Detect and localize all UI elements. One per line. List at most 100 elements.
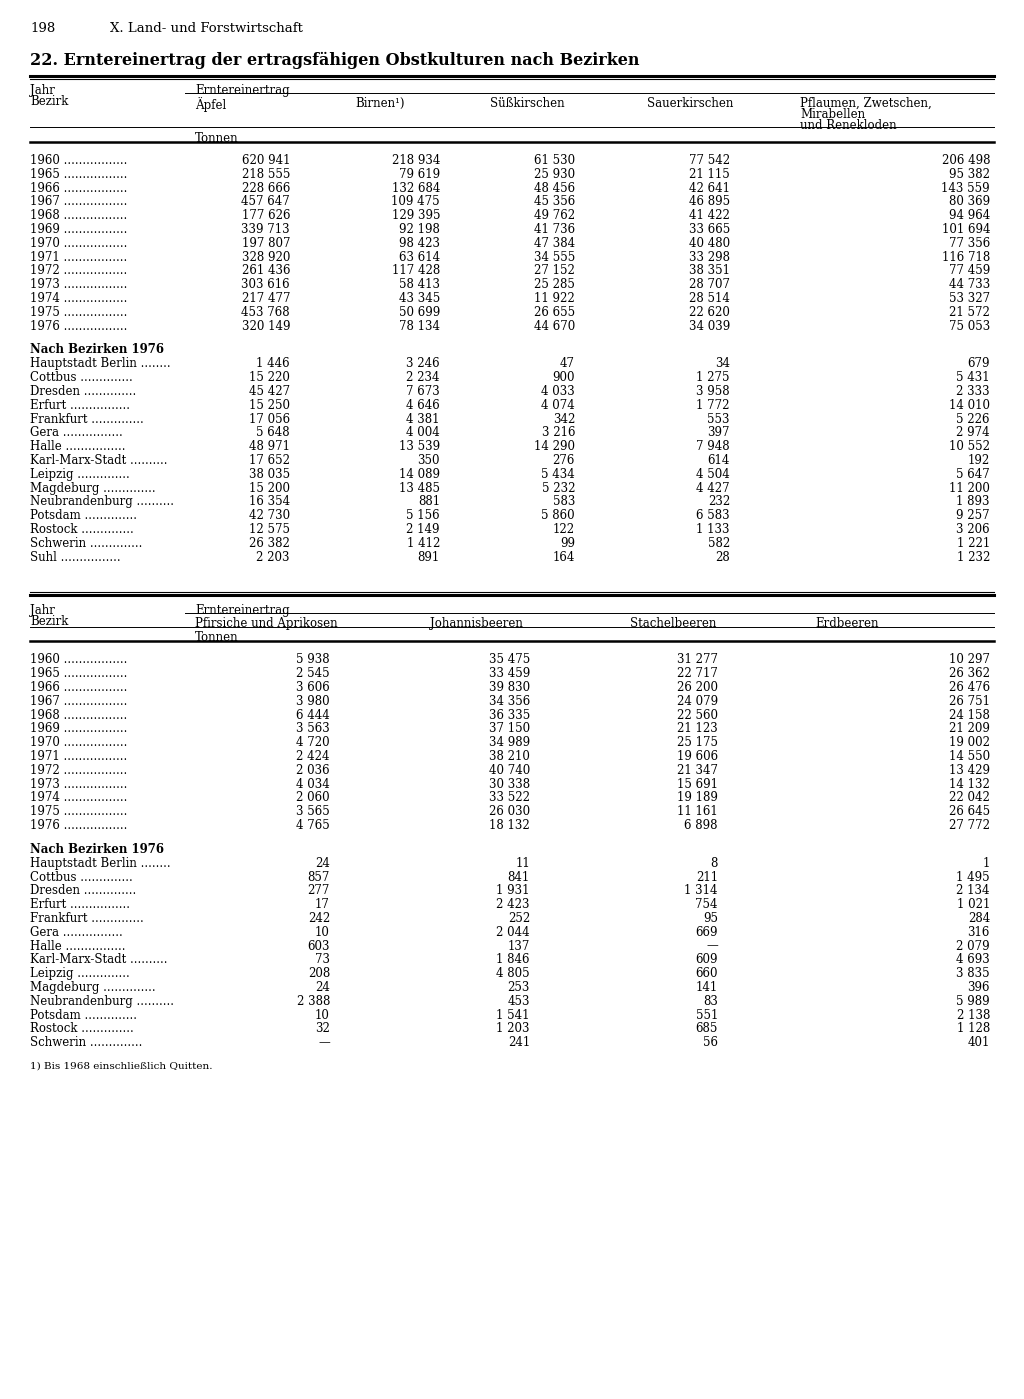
Text: Rostock ..............: Rostock .............. (30, 523, 134, 536)
Text: 4 074: 4 074 (542, 399, 575, 411)
Text: 95 382: 95 382 (949, 168, 990, 180)
Text: 15 691: 15 691 (677, 778, 718, 790)
Text: 33 522: 33 522 (489, 792, 530, 804)
Text: 17 652: 17 652 (249, 455, 290, 467)
Text: 1 275: 1 275 (696, 371, 730, 385)
Text: 241: 241 (508, 1037, 530, 1049)
Text: 4 427: 4 427 (696, 481, 730, 495)
Text: 1969 .................: 1969 ................. (30, 722, 127, 736)
Text: 83: 83 (703, 995, 718, 1007)
Text: Leipzig ..............: Leipzig .............. (30, 967, 130, 981)
Text: 3 246: 3 246 (407, 357, 440, 371)
Text: Schwerin ..............: Schwerin .............. (30, 1037, 142, 1049)
Text: 47: 47 (560, 357, 575, 371)
Text: 24 158: 24 158 (949, 709, 990, 722)
Text: 5 156: 5 156 (407, 509, 440, 522)
Text: Neubrandenburg ..........: Neubrandenburg .......... (30, 495, 174, 508)
Text: 22 717: 22 717 (677, 667, 718, 680)
Text: 6 583: 6 583 (696, 509, 730, 522)
Text: 3 563: 3 563 (296, 722, 330, 736)
Text: 14 089: 14 089 (399, 467, 440, 481)
Text: 1 495: 1 495 (956, 870, 990, 884)
Text: 218 555: 218 555 (242, 168, 290, 180)
Text: 21 572: 21 572 (949, 306, 990, 319)
Text: 397: 397 (708, 427, 730, 439)
Text: Frankfurt ..............: Frankfurt .............. (30, 912, 143, 925)
Text: 5 989: 5 989 (956, 995, 990, 1007)
Text: 38 035: 38 035 (249, 467, 290, 481)
Text: 33 298: 33 298 (689, 250, 730, 263)
Text: 24: 24 (315, 856, 330, 870)
Text: 5 434: 5 434 (542, 467, 575, 481)
Text: 22. Erntereinertrag der ertragsfähigen Obstkulturen nach Bezirken: 22. Erntereinertrag der ertragsfähigen O… (30, 52, 640, 69)
Text: 2 388: 2 388 (297, 995, 330, 1007)
Text: 211: 211 (696, 870, 718, 884)
Text: 1 128: 1 128 (956, 1023, 990, 1035)
Text: Leipzig ..............: Leipzig .............. (30, 467, 130, 481)
Text: Frankfurt ..............: Frankfurt .............. (30, 413, 143, 425)
Text: 453 768: 453 768 (242, 306, 290, 319)
Text: 12 575: 12 575 (249, 523, 290, 536)
Text: 80 369: 80 369 (949, 196, 990, 208)
Text: 3 835: 3 835 (956, 967, 990, 981)
Text: 24: 24 (315, 981, 330, 995)
Text: 61 530: 61 530 (534, 154, 575, 166)
Text: 14 132: 14 132 (949, 778, 990, 790)
Text: 43 345: 43 345 (398, 292, 440, 305)
Text: 10: 10 (315, 1009, 330, 1021)
Text: 27 772: 27 772 (949, 818, 990, 832)
Text: 2 545: 2 545 (296, 667, 330, 680)
Text: 25 930: 25 930 (534, 168, 575, 180)
Text: 5 648: 5 648 (256, 427, 290, 439)
Text: 206 498: 206 498 (941, 154, 990, 166)
Text: 1 446: 1 446 (256, 357, 290, 371)
Text: 28: 28 (715, 551, 730, 564)
Text: 679: 679 (968, 357, 990, 371)
Text: 2 424: 2 424 (297, 750, 330, 762)
Text: 95: 95 (703, 912, 718, 925)
Text: —: — (707, 940, 718, 953)
Text: 77 356: 77 356 (949, 236, 990, 250)
Text: 401: 401 (968, 1037, 990, 1049)
Text: 48 971: 48 971 (249, 441, 290, 453)
Text: 41 422: 41 422 (689, 210, 730, 222)
Text: Süßkirschen: Süßkirschen (490, 97, 564, 111)
Text: Dresden ..............: Dresden .............. (30, 385, 136, 397)
Text: 620 941: 620 941 (242, 154, 290, 166)
Text: 40 740: 40 740 (488, 764, 530, 776)
Text: Gera ................: Gera ................ (30, 926, 123, 939)
Text: 1 133: 1 133 (696, 523, 730, 536)
Text: 2 079: 2 079 (956, 940, 990, 953)
Text: Dresden ..............: Dresden .............. (30, 884, 136, 897)
Text: 26 751: 26 751 (949, 695, 990, 708)
Text: Pflaumen, Zwetschen,: Pflaumen, Zwetschen, (800, 97, 932, 111)
Text: 39 830: 39 830 (488, 681, 530, 694)
Text: 26 200: 26 200 (677, 681, 718, 694)
Text: Nach Bezirken 1976: Nach Bezirken 1976 (30, 343, 164, 357)
Text: 25 175: 25 175 (677, 736, 718, 750)
Text: 1 931: 1 931 (497, 884, 530, 897)
Text: Potsdam ..............: Potsdam .............. (30, 1009, 137, 1021)
Text: 92 198: 92 198 (399, 222, 440, 236)
Text: 14 550: 14 550 (949, 750, 990, 762)
Text: 26 645: 26 645 (949, 806, 990, 818)
Text: 609: 609 (695, 953, 718, 967)
Text: 14 010: 14 010 (949, 399, 990, 411)
Text: 232: 232 (708, 495, 730, 508)
Text: 1971 .................: 1971 ................. (30, 750, 127, 762)
Text: 3 206: 3 206 (956, 523, 990, 536)
Text: 1974 .................: 1974 ................. (30, 792, 127, 804)
Text: 2 423: 2 423 (497, 898, 530, 911)
Text: Erfurt ................: Erfurt ................ (30, 898, 130, 911)
Text: 34 039: 34 039 (689, 319, 730, 333)
Text: 1968 .................: 1968 ................. (30, 709, 127, 722)
Text: Jahr: Jahr (30, 604, 55, 617)
Text: 841: 841 (508, 870, 530, 884)
Text: 58 413: 58 413 (399, 278, 440, 291)
Text: 1976 .................: 1976 ................. (30, 818, 127, 832)
Text: 21 209: 21 209 (949, 722, 990, 736)
Text: 197 807: 197 807 (242, 236, 290, 250)
Text: 614: 614 (708, 455, 730, 467)
Text: 328 920: 328 920 (242, 250, 290, 263)
Text: 277: 277 (307, 884, 330, 897)
